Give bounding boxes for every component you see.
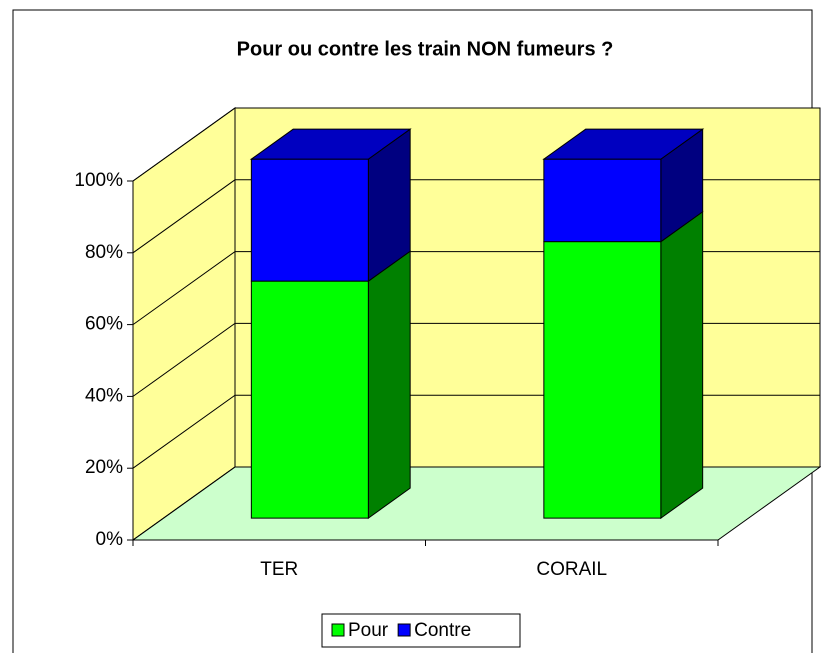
y-tick-label: 80% bbox=[85, 242, 123, 263]
grid-line bbox=[132, 107, 820, 182]
y-tick-label: 100% bbox=[74, 170, 123, 191]
floor bbox=[131, 466, 821, 541]
bar-side bbox=[367, 250, 411, 520]
legend-swatch bbox=[331, 623, 345, 637]
bar bbox=[543, 158, 662, 243]
legend-label: Contre bbox=[414, 620, 471, 641]
x-tick-label: CORAIL bbox=[536, 559, 607, 580]
bar-top bbox=[249, 128, 412, 160]
legend-swatch bbox=[397, 623, 411, 637]
legend-box bbox=[321, 613, 521, 648]
y-tick-label: 40% bbox=[85, 385, 123, 406]
bar bbox=[250, 158, 369, 282]
bar bbox=[543, 241, 662, 519]
y-tick-label: 60% bbox=[85, 314, 123, 335]
x-tick-label: TER bbox=[260, 559, 298, 580]
bar bbox=[250, 280, 369, 519]
legend-label: Pour bbox=[348, 620, 389, 641]
y-tick-label: 20% bbox=[85, 457, 123, 478]
y-tick-label: 0% bbox=[96, 529, 124, 550]
bar-top bbox=[542, 128, 705, 160]
chart-title: Pour ou contre les train NON fumeurs ? bbox=[237, 38, 614, 60]
side-wall bbox=[132, 107, 236, 541]
bar-side bbox=[660, 210, 704, 520]
